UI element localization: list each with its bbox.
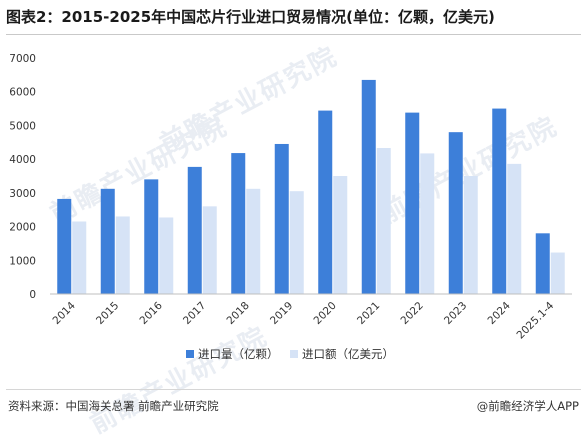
footer-divider: [6, 389, 581, 390]
bar-import-value: [202, 206, 217, 294]
x-tick-label: 2015: [94, 300, 121, 327]
x-tick-label: 2014: [50, 299, 78, 327]
bar-import-volume: [187, 166, 202, 294]
bar-import-volume: [361, 79, 376, 294]
bar-import-value: [463, 176, 478, 294]
y-tick-label: 4000: [9, 154, 36, 166]
legend-swatch: [186, 350, 194, 358]
bar-import-volume: [57, 198, 72, 294]
legend: 进口量（亿颗） 进口额（亿美元）: [186, 347, 394, 361]
bar-import-value: [72, 221, 87, 294]
source-note: 资料来源：中国海关总署 前瞻产业研究院: [8, 399, 219, 413]
legend-swatch: [290, 350, 298, 358]
x-tick-label: 2024: [485, 299, 513, 327]
bar-import-volume: [100, 188, 115, 294]
bar-import-value: [289, 191, 304, 294]
y-tick-label: 3000: [9, 188, 36, 200]
bar-import-value: [333, 176, 348, 294]
legend-label: 进口额（亿美元）: [302, 347, 394, 361]
bar-import-value: [115, 216, 130, 294]
x-tick-label: 2022: [398, 300, 425, 327]
bar-import-volume: [318, 110, 333, 294]
x-tick-label: 2023: [442, 300, 469, 327]
bar-import-volume: [231, 153, 246, 294]
y-axis: 0 1000 2000 3000 4000 5000 6000 7000: [9, 53, 36, 301]
bar-import-volume: [448, 132, 463, 294]
credit-note: @前瞻经济学人APP: [476, 399, 579, 413]
x-axis: 2014 2015 2016 2017 2018 2019 2020 2021 2022 2023…: [50, 293, 572, 342]
bar-import-value: [376, 148, 391, 294]
x-tick-label: 2018: [224, 300, 251, 327]
bar-import-volume: [535, 233, 550, 294]
title-divider: [6, 34, 581, 35]
bar-import-volume: [144, 179, 159, 294]
bar-import-volume: [405, 112, 420, 294]
y-tick-label: 7000: [9, 53, 36, 65]
x-tick-label: 2021: [355, 300, 382, 327]
bar-import-value: [507, 163, 522, 294]
bar-import-value: [550, 252, 565, 294]
chart-title: 图表2：2015-2025年中国芯片行业进口贸易情况(单位：亿颗，亿美元): [6, 8, 495, 26]
bar-import-value: [159, 217, 174, 294]
bar-import-value: [420, 153, 435, 294]
y-tick-label: 0: [29, 289, 36, 301]
y-tick-label: 5000: [9, 120, 36, 132]
x-tick-label: 2016: [137, 299, 165, 327]
y-tick-label: 6000: [9, 87, 36, 99]
y-tick-label: 2000: [9, 222, 36, 234]
bar-import-volume: [492, 108, 507, 294]
bar-import-volume: [274, 143, 289, 294]
bar-group: [57, 79, 565, 294]
y-tick-label: 1000: [9, 255, 36, 267]
legend-label: 进口量（亿颗）: [198, 347, 279, 361]
bar-import-value: [246, 188, 261, 294]
x-tick-label: 2019: [268, 300, 295, 327]
x-tick-label: 2020: [311, 300, 338, 327]
x-tick-label: 2025.1-4: [514, 299, 556, 341]
x-tick-label: 2017: [181, 300, 208, 327]
